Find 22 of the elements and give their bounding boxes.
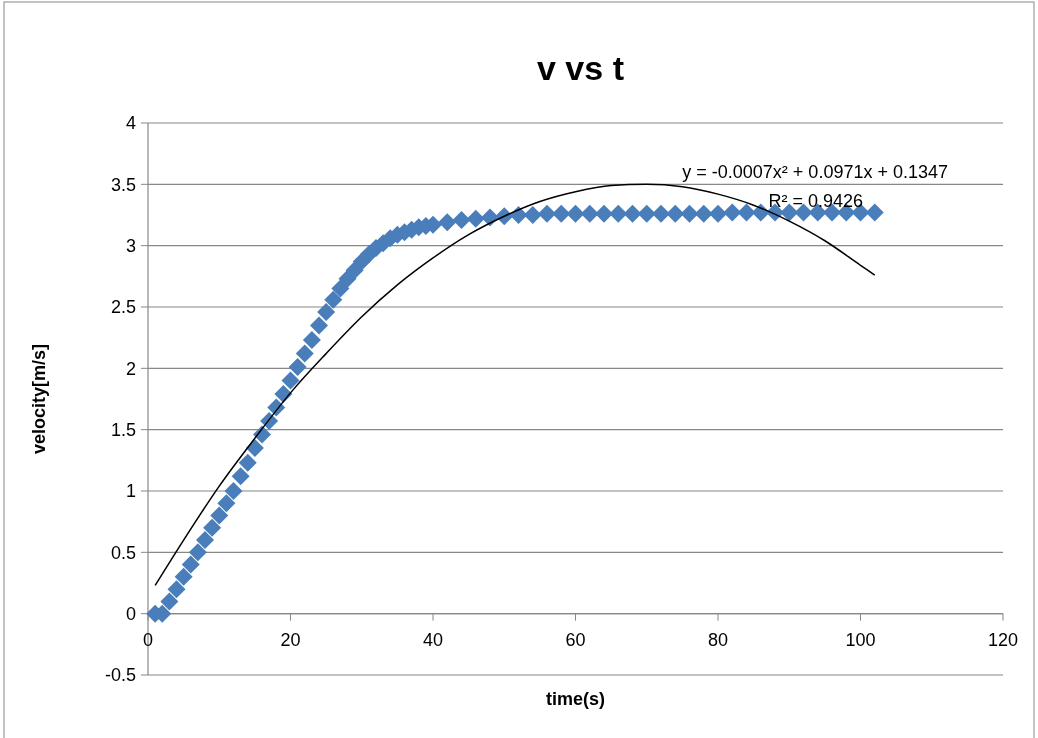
y-tick-label: 0 (125, 603, 136, 624)
y-tick-label: 1 (125, 481, 136, 502)
y-tick-label: 2.5 (110, 297, 136, 318)
y-tick-label: 3 (125, 235, 136, 256)
y-tick-label: -0.5 (104, 665, 136, 686)
x-axis-title: time(s) (545, 689, 606, 709)
x-tick-label: 60 (565, 629, 586, 650)
y-tick-label: 0.5 (110, 542, 136, 563)
y-tick-label: 1.5 (110, 419, 136, 440)
x-tick-label: 0 (142, 629, 154, 650)
x-tick-label: 100 (845, 629, 876, 650)
y-tick-label: 4 (125, 113, 136, 134)
x-tick-label: 80 (707, 629, 729, 650)
x-tick-label: 40 (422, 629, 444, 650)
x-tick-label: 20 (280, 629, 301, 650)
x-tick-label: 120 (987, 629, 1019, 650)
annotation: y = -0.0007x² + 0.0971x + 0.1347 (682, 162, 948, 182)
y-axis-title: velocity[m/s] (29, 343, 49, 455)
chart-title: v vs t (537, 49, 624, 87)
y-tick-label: 3.5 (110, 174, 136, 195)
y-tick-label: 2 (125, 358, 136, 379)
annotation: R² = 0.9426 (768, 191, 863, 211)
